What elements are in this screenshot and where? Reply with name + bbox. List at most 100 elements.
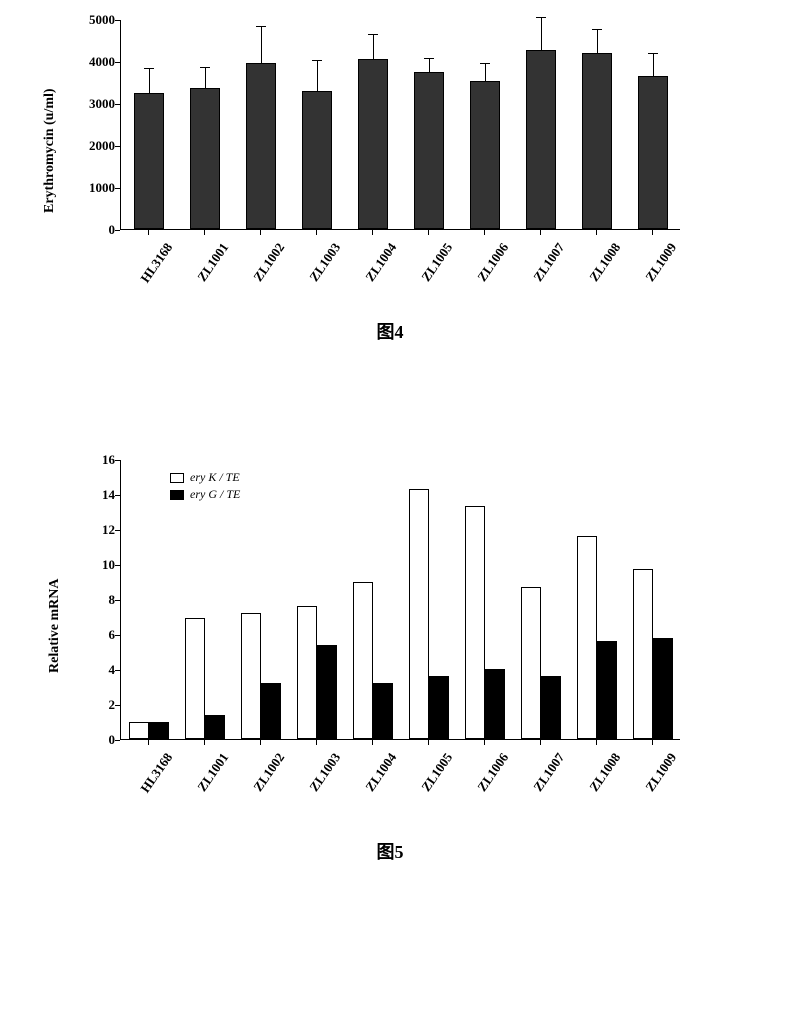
fig5-xtick-mark bbox=[652, 740, 653, 745]
fig5-bar bbox=[409, 489, 429, 739]
fig5-ytick-mark bbox=[115, 530, 120, 531]
fig5-xtick-label: ZL1004 bbox=[347, 750, 400, 817]
fig4-errorcap bbox=[144, 68, 154, 69]
figure-4: Erythromycin (u/ml) HL3168ZL1001ZL1002ZL… bbox=[70, 20, 710, 230]
fig4-errorcap bbox=[368, 34, 378, 35]
fig5-bar bbox=[373, 683, 393, 739]
fig4-errorcap bbox=[592, 29, 602, 30]
fig4-errorcap bbox=[480, 63, 490, 64]
fig5-xtick-mark bbox=[540, 740, 541, 745]
fig4-xtick-mark bbox=[428, 230, 429, 235]
fig4-xtick-label: ZL1004 bbox=[347, 240, 400, 307]
fig5-ytick-mark bbox=[115, 705, 120, 706]
fig5-bar bbox=[465, 506, 485, 739]
fig4-errorcap bbox=[200, 67, 210, 68]
fig4-ytick-mark bbox=[115, 146, 120, 147]
fig5-ytick-label: 8 bbox=[80, 592, 115, 608]
fig5-ytick-label: 10 bbox=[80, 557, 115, 573]
fig4-bar bbox=[582, 53, 613, 229]
fig4-xtick-mark bbox=[484, 230, 485, 235]
fig4-bar bbox=[246, 63, 277, 229]
fig5-caption: 图5 bbox=[70, 838, 710, 864]
fig5-ytick-label: 0 bbox=[80, 732, 115, 748]
fig5-xtick-label: HL3168 bbox=[123, 750, 176, 817]
fig5-legend-item: ery G / TE bbox=[170, 487, 240, 502]
fig4-xtick-label: ZL1008 bbox=[571, 240, 624, 307]
fig5-xtick-mark bbox=[316, 740, 317, 745]
fig4-errorbar bbox=[261, 27, 262, 63]
fig4-caption: 图4 bbox=[70, 318, 710, 344]
fig5-bar bbox=[241, 613, 261, 739]
fig5-ytick-mark bbox=[115, 495, 120, 496]
fig5-ytick-mark bbox=[115, 600, 120, 601]
fig5-xtick-label: ZL1008 bbox=[571, 750, 624, 817]
fig4-xtick-label: ZL1002 bbox=[235, 240, 288, 307]
fig4-errorcap bbox=[424, 58, 434, 59]
fig5-bar bbox=[149, 722, 169, 740]
fig5-bar bbox=[597, 641, 617, 739]
fig5-bar bbox=[633, 569, 653, 739]
fig4-ytick-label: 0 bbox=[70, 222, 115, 238]
fig4-xtick-mark bbox=[204, 230, 205, 235]
fig4-xtick-label: ZL1001 bbox=[179, 240, 232, 307]
fig5-legend-item: ery K / TE bbox=[170, 470, 240, 485]
fig4-ytick-label: 1000 bbox=[70, 180, 115, 196]
fig4-errorcap bbox=[312, 60, 322, 61]
fig5-bar bbox=[185, 618, 205, 739]
fig5-bar bbox=[297, 606, 317, 739]
fig4-xtick-mark bbox=[596, 230, 597, 235]
fig5-ytick-label: 6 bbox=[80, 627, 115, 643]
fig5-xtick-label: ZL1009 bbox=[627, 750, 680, 817]
fig5-bar bbox=[653, 638, 673, 740]
fig4-ytick-label: 5000 bbox=[70, 12, 115, 28]
fig5-bar bbox=[205, 715, 225, 740]
fig4-bar bbox=[358, 59, 389, 229]
fig4-errorbar bbox=[429, 59, 430, 72]
fig4-bar bbox=[302, 91, 333, 229]
fig5-ytick-mark bbox=[115, 740, 120, 741]
fig4-xtick-mark bbox=[652, 230, 653, 235]
fig4-xtick-label: ZL1003 bbox=[291, 240, 344, 307]
fig4-xtick-label: ZL1006 bbox=[459, 240, 512, 307]
fig4-ytick-label: 3000 bbox=[70, 96, 115, 112]
fig4-errorbar bbox=[653, 54, 654, 76]
fig5-bar bbox=[129, 722, 149, 740]
fig5-bar bbox=[521, 587, 541, 739]
fig5-bar bbox=[429, 676, 449, 739]
fig5-bar bbox=[541, 676, 561, 739]
fig5-xtick-mark bbox=[484, 740, 485, 745]
fig5-ylabel: Relative mRNA bbox=[47, 523, 63, 673]
fig4-ytick-label: 4000 bbox=[70, 54, 115, 70]
fig5-ytick-mark bbox=[115, 565, 120, 566]
fig4-xtick-mark bbox=[148, 230, 149, 235]
fig4-xtick-mark bbox=[540, 230, 541, 235]
fig5-xtick-label: ZL1003 bbox=[291, 750, 344, 817]
fig5-bar bbox=[577, 536, 597, 739]
fig4-bar bbox=[526, 50, 557, 229]
fig4-ylabel: Erythromycin (u/ml) bbox=[42, 33, 58, 213]
fig4-errorbar bbox=[597, 30, 598, 54]
fig4-ytick-mark bbox=[115, 20, 120, 21]
fig4-xtick-label: HL3168 bbox=[123, 240, 176, 307]
fig5-ytick-label: 14 bbox=[80, 487, 115, 503]
fig5-legend: ery K / TE ery G / TE bbox=[170, 470, 240, 504]
fig5-xtick-mark bbox=[260, 740, 261, 745]
legend-swatch bbox=[170, 473, 184, 483]
fig4-bar bbox=[414, 72, 445, 230]
fig4-xtick-label: ZL1009 bbox=[627, 240, 680, 307]
legend-swatch bbox=[170, 490, 184, 500]
fig4-ytick-mark bbox=[115, 62, 120, 63]
fig5-bar bbox=[261, 683, 281, 739]
fig4-xtick-label: ZL1005 bbox=[403, 240, 456, 307]
fig4-ytick-mark bbox=[115, 188, 120, 189]
fig4-errorbar bbox=[485, 64, 486, 81]
fig4-xtick-mark bbox=[316, 230, 317, 235]
fig4-errorcap bbox=[648, 53, 658, 54]
fig4-bar bbox=[470, 81, 501, 229]
fig5-xtick-label: ZL1006 bbox=[459, 750, 512, 817]
fig5-bar bbox=[353, 582, 373, 740]
fig4-bar bbox=[638, 76, 669, 229]
fig4-errorbar bbox=[541, 18, 542, 50]
fig4-xtick-label: ZL1007 bbox=[515, 240, 568, 307]
fig5-xtick-mark bbox=[372, 740, 373, 745]
